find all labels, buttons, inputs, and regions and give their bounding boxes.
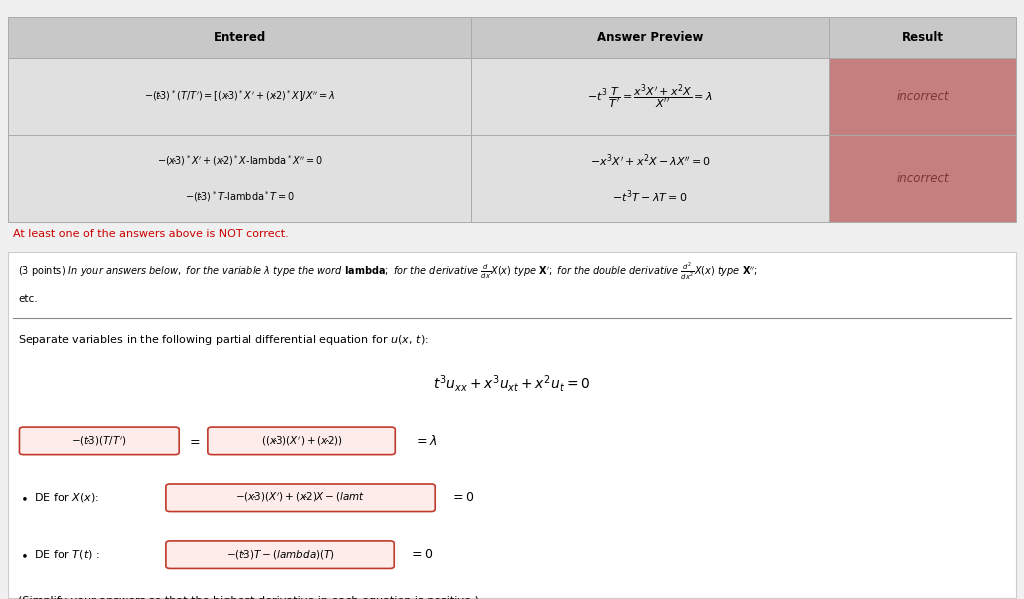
Text: $-(t\hat{}3)T - (lambda)(T)$: $-(t\hat{}3)T - (lambda)(T)$ (225, 548, 335, 561)
Bar (8, 58, 471, 135)
Bar (829, 58, 1016, 135)
Text: $t^3 u_{xx} + x^3 u_{xt} + x^2 u_t = 0$: $t^3 u_{xx} + x^3 u_{xt} + x^2 u_t = 0$ (433, 373, 591, 395)
Text: $\bullet$: $\bullet$ (20, 548, 29, 561)
Text: $= \lambda$: $= \lambda$ (414, 434, 437, 448)
Text: $((x\hat{}3)(X^{\prime})+(x\hat{}2))$: $((x\hat{}3)(X^{\prime})+(x\hat{}2))$ (261, 434, 342, 447)
Text: $\bullet$: $\bullet$ (20, 491, 29, 504)
Text: Result: Result (901, 31, 944, 44)
Text: At least one of the answers above is NOT correct.: At least one of the answers above is NOT… (13, 229, 289, 240)
Bar (8, 135, 471, 222)
FancyBboxPatch shape (166, 484, 435, 512)
FancyBboxPatch shape (208, 427, 395, 455)
Text: $= 0$: $= 0$ (409, 548, 433, 561)
Text: $-(x\hat{}3)(X^{\prime}) + (x\hat{}2)X - (lamt$: $-(x\hat{}3)(X^{\prime}) + (x\hat{}2)X -… (236, 491, 366, 504)
Bar (829, 17, 1016, 58)
Bar (8, 252, 1016, 598)
Text: incorrect: incorrect (896, 173, 949, 185)
Text: DE for $T(t)$ :: DE for $T(t)$ : (34, 548, 99, 561)
Text: $-(t\hat{}3)(T/T^{\prime})$: $-(t\hat{}3)(T/T^{\prime})$ (72, 434, 127, 447)
Text: $-t^3\,\dfrac{T}{T^{\prime}} = \dfrac{x^3 X^{\prime} + x^2 X}{X^{\prime\prime}} : $-t^3\,\dfrac{T}{T^{\prime}} = \dfrac{x^… (588, 82, 713, 111)
Text: incorrect: incorrect (896, 90, 949, 103)
Bar (471, 17, 829, 58)
Text: DE for $X(x)$:: DE for $X(x)$: (34, 491, 99, 504)
Text: $-(t\hat{}3)^*(T/T^{\prime}) = [(x\hat{}3)^*X^{\prime}+(x\hat{}2)^*X]/X^{\prime\: $-(t\hat{}3)^*(T/T^{\prime}) = [(x\hat{}… (143, 89, 336, 104)
Text: $=$: $=$ (186, 434, 201, 447)
Bar (471, 135, 829, 222)
Bar (471, 58, 829, 135)
Text: $= 0$: $= 0$ (450, 491, 474, 504)
Text: $-(t\hat{}3)^*T\text{-lambda}^*T= 0$: $-(t\hat{}3)^*T\text{-lambda}^*T= 0$ (184, 189, 295, 204)
Text: (Simplify your answers so that the highest derivative in each equation is positi: (Simplify your answers so that the highe… (18, 597, 479, 599)
FancyBboxPatch shape (166, 541, 394, 568)
Text: $-x^3 X^{\prime} + x^2 X - \lambda X^{\prime\prime} = 0$: $-x^3 X^{\prime} + x^2 X - \lambda X^{\p… (590, 153, 711, 169)
FancyBboxPatch shape (19, 427, 179, 455)
Text: Separate variables in the following partial differential equation for $u(x,\, t): Separate variables in the following part… (18, 333, 429, 347)
Text: Entered: Entered (213, 31, 266, 44)
Text: (3 points) $\mathit{In\ your\ answers\ below,\ for\ the\ variable}$ $\lambda$ $\: (3 points) $\mathit{In\ your\ answers\ b… (18, 261, 758, 282)
Text: Answer Preview: Answer Preview (597, 31, 703, 44)
Text: $-t^3 T - \lambda T = 0$: $-t^3 T - \lambda T = 0$ (612, 189, 688, 205)
Bar (8, 17, 471, 58)
Bar (829, 135, 1016, 222)
Text: etc.: etc. (18, 294, 38, 304)
Text: $-(x\hat{}3)^*X^{\prime}+(x\hat{}2)^*X\text{-lambda}^*X^{\prime\prime}= 0$: $-(x\hat{}3)^*X^{\prime}+(x\hat{}2)^*X\t… (157, 153, 323, 168)
